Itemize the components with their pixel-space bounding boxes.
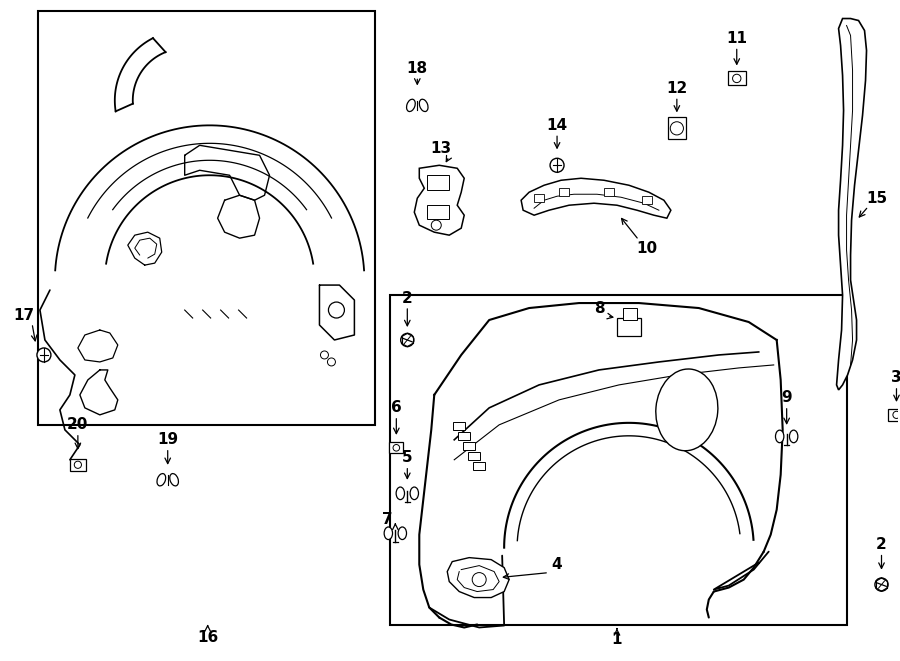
Circle shape: [472, 572, 486, 586]
Ellipse shape: [170, 473, 178, 486]
Text: 15: 15: [866, 191, 887, 206]
Text: 20: 20: [68, 417, 88, 432]
Circle shape: [733, 74, 741, 83]
Circle shape: [550, 158, 564, 173]
Ellipse shape: [398, 527, 407, 539]
Circle shape: [320, 351, 328, 359]
Text: 7: 7: [382, 512, 392, 527]
Text: 16: 16: [197, 630, 219, 645]
Text: 8: 8: [594, 301, 604, 315]
Bar: [642, 196, 652, 204]
Circle shape: [328, 358, 336, 366]
Bar: [468, 452, 481, 460]
Bar: [534, 194, 544, 202]
Circle shape: [893, 411, 900, 418]
Ellipse shape: [776, 430, 784, 443]
Ellipse shape: [419, 99, 428, 112]
Bar: [458, 432, 470, 440]
Ellipse shape: [656, 369, 718, 451]
Text: 3: 3: [891, 370, 900, 385]
Bar: [617, 318, 641, 336]
Bar: [473, 462, 485, 470]
Ellipse shape: [410, 487, 419, 500]
Polygon shape: [414, 165, 464, 235]
Ellipse shape: [384, 527, 392, 539]
Text: 10: 10: [636, 241, 658, 256]
Bar: [391, 295, 847, 625]
Polygon shape: [521, 178, 670, 218]
Circle shape: [431, 220, 441, 230]
Text: 11: 11: [726, 31, 747, 46]
Text: 5: 5: [402, 450, 412, 465]
Ellipse shape: [157, 473, 166, 486]
Bar: [668, 118, 686, 139]
Bar: [390, 442, 403, 453]
Circle shape: [393, 444, 400, 451]
Circle shape: [875, 578, 888, 591]
Bar: [454, 422, 465, 430]
Polygon shape: [837, 19, 867, 390]
Circle shape: [75, 461, 82, 469]
Bar: [428, 205, 449, 219]
Bar: [38, 11, 375, 425]
Text: 13: 13: [431, 141, 452, 156]
Text: 2: 2: [876, 537, 886, 552]
Text: 1: 1: [612, 632, 622, 647]
Text: 14: 14: [546, 118, 568, 133]
Bar: [623, 308, 637, 320]
Ellipse shape: [789, 430, 797, 443]
Text: 17: 17: [14, 307, 34, 323]
Text: 2: 2: [402, 291, 413, 305]
Text: 18: 18: [407, 61, 428, 76]
Circle shape: [400, 333, 414, 346]
Text: 6: 6: [391, 401, 401, 415]
Bar: [464, 442, 475, 449]
Ellipse shape: [396, 487, 404, 500]
Circle shape: [670, 122, 683, 135]
Text: 4: 4: [552, 557, 562, 572]
Text: 9: 9: [781, 391, 792, 405]
Bar: [728, 71, 746, 85]
Bar: [70, 459, 86, 471]
Polygon shape: [447, 558, 509, 598]
Circle shape: [37, 348, 51, 362]
Circle shape: [328, 302, 345, 318]
Bar: [559, 188, 569, 196]
Ellipse shape: [407, 99, 415, 112]
Text: 12: 12: [666, 81, 688, 96]
Bar: [604, 188, 614, 196]
Bar: [888, 409, 900, 421]
Text: 19: 19: [158, 432, 178, 447]
Bar: [428, 175, 449, 190]
